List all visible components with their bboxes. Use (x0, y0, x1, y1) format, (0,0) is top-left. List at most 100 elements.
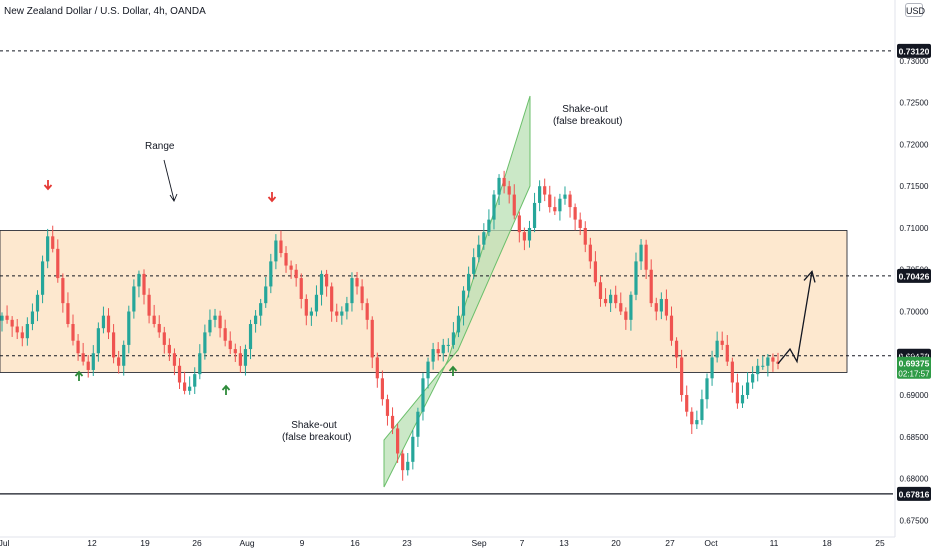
candle-body (583, 227, 587, 245)
candle-body (588, 244, 592, 262)
candle-body (325, 273, 329, 287)
price-level-label: 0.67816 (899, 489, 930, 499)
candle-body (274, 240, 278, 262)
candle-body (553, 207, 557, 212)
candle-body (563, 194, 567, 199)
candle-body (390, 415, 395, 429)
candle-body (243, 349, 248, 366)
x-tick-label: 9 (300, 538, 305, 548)
candle-body (269, 261, 273, 287)
x-tick-label: 27 (665, 538, 675, 548)
x-tick-label: 13 (559, 538, 569, 548)
countdown-label: 02:17:57 (898, 370, 930, 379)
candle-body (502, 177, 506, 187)
candle-body (319, 273, 324, 295)
candle-body (725, 344, 729, 362)
x-tick-label: 16 (350, 538, 360, 548)
candle-body (548, 194, 552, 208)
candle-body (538, 186, 542, 203)
candle-body (294, 269, 298, 279)
candle-body (649, 269, 653, 304)
candle-body (771, 357, 775, 362)
shakeout-top-sublabel: (false breakout) (553, 116, 623, 127)
candle-body (461, 290, 466, 316)
candle-body (659, 298, 663, 312)
candle-body (426, 361, 430, 379)
candle-body (66, 303, 70, 325)
price-levels-layer (0, 50, 893, 495)
candle-body (218, 315, 222, 329)
projection-arrowhead (803, 270, 816, 283)
y-tick-label: 0.67500 (900, 516, 929, 525)
range-pointer (163, 159, 178, 202)
candle-body (543, 186, 547, 195)
candle-body (634, 261, 638, 295)
candle-body (598, 282, 603, 299)
candle-body (5, 315, 9, 320)
candle-body (654, 303, 658, 312)
shakeout-bottom-label: Shake-out (291, 420, 337, 431)
candle-body (127, 311, 131, 345)
candle-body (720, 340, 724, 345)
x-tick-label: 11 (770, 538, 779, 548)
shakeout-top-label: Shake-out (562, 104, 608, 115)
candle-body (477, 244, 481, 258)
candle-body (614, 294, 618, 304)
candle-body (299, 278, 303, 299)
x-tick-label: 20 (611, 538, 621, 548)
candle-body (233, 349, 237, 354)
currency-badge[interactable]: USD (905, 3, 925, 17)
candle-body (259, 303, 263, 316)
candle-body (101, 315, 106, 329)
candle-body (629, 294, 633, 320)
y-tick-label: 0.69500 (900, 349, 929, 358)
candle-body (446, 344, 450, 346)
price-level-tag (897, 486, 931, 501)
candle-body (568, 194, 572, 208)
candle-body (330, 286, 334, 312)
y-tick-label: 0.70500 (900, 266, 929, 275)
candle-body (198, 353, 202, 375)
candle-body (61, 278, 65, 304)
candle-body (365, 303, 369, 320)
x-tick-label: Oct (704, 538, 718, 548)
candle-body (228, 340, 232, 350)
buy-arrow-icon (448, 365, 458, 376)
candle-body (512, 194, 516, 216)
candle-body (487, 219, 491, 233)
candle-body (223, 328, 227, 341)
projection-path (777, 271, 813, 365)
candle-body (467, 273, 471, 291)
candle-body (345, 303, 349, 312)
candle-body (735, 382, 740, 404)
candle-body (411, 436, 415, 462)
candle-body (86, 361, 90, 370)
x-tick-label: 7 (520, 538, 525, 548)
x-tick-label: 19 (140, 538, 150, 548)
candle-body (106, 315, 111, 333)
candle-body (624, 311, 628, 320)
candle-body (264, 286, 268, 304)
x-tick-label: Jul (0, 538, 10, 548)
candle-body (157, 324, 161, 333)
candle-body (609, 294, 613, 304)
candle-body (238, 353, 242, 366)
candle-body (253, 315, 258, 325)
chart-symbol-title[interactable]: New Zealand Dollar / U.S. Dollar, 4h, OA… (4, 6, 206, 17)
candle-body (71, 324, 75, 341)
candle-body (111, 332, 116, 358)
candle-body (147, 294, 151, 316)
candle-body (20, 332, 24, 339)
candles-layer (0, 170, 780, 481)
x-tick-label: 26 (192, 538, 202, 548)
x-tick-label: 18 (822, 538, 832, 548)
y-tick-label: 0.72000 (900, 140, 929, 149)
candle-body (573, 207, 577, 220)
x-tick-label: Aug (239, 538, 254, 548)
drawings-layer (43, 159, 816, 395)
candle-body (35, 294, 40, 312)
candle-body (309, 311, 313, 316)
candle-body (380, 378, 384, 400)
